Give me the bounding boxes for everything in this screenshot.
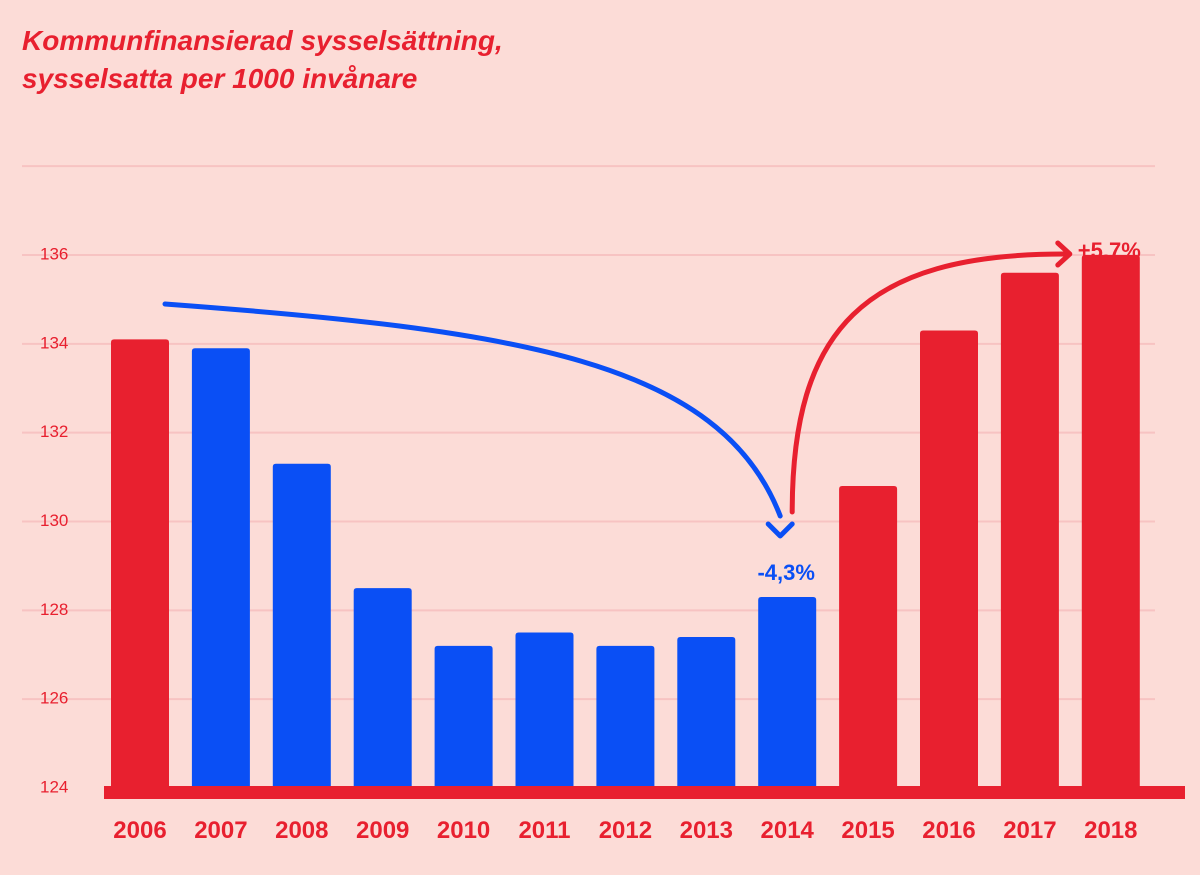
annotations: -4,3% +5,7% bbox=[162, 238, 1141, 585]
x-tick-label: 2012 bbox=[599, 817, 652, 844]
decline-arrowhead bbox=[765, 521, 795, 539]
x-tick-label: 2010 bbox=[437, 817, 490, 844]
x-tick-label: 2013 bbox=[680, 817, 733, 844]
growth-label: +5,7% bbox=[1078, 238, 1141, 263]
chart-title-line-2: sysselsatta per 1000 invånare bbox=[22, 63, 418, 94]
bar-2007 bbox=[191, 348, 250, 788]
x-tick-label: 2014 bbox=[761, 817, 815, 844]
y-tick-label: 136 bbox=[40, 244, 68, 263]
decline-arc bbox=[162, 301, 783, 519]
bar-2014 bbox=[758, 597, 817, 788]
x-tick-label: 2015 bbox=[841, 817, 894, 844]
x-tick-label: 2011 bbox=[518, 817, 570, 844]
bars bbox=[111, 255, 1140, 788]
bar-2010 bbox=[434, 645, 493, 788]
x-tick-label: 2009 bbox=[356, 817, 409, 844]
chart-title: Kommunfinansierad sysselsättning, syssel… bbox=[22, 22, 503, 98]
bar-2015 bbox=[839, 485, 898, 788]
x-tick-label: 2016 bbox=[922, 817, 975, 844]
bar-2012 bbox=[596, 645, 655, 788]
bar-2013 bbox=[677, 636, 736, 788]
growth-arrowhead bbox=[1055, 240, 1073, 268]
y-tick-label: 130 bbox=[40, 511, 68, 530]
y-tick-label: 126 bbox=[40, 689, 68, 708]
x-axis-ticks: 2006 2007 2008 2009 2010 2011 2012 2013 2014 2015… bbox=[113, 817, 1137, 844]
bar-2016 bbox=[920, 330, 978, 788]
y-tick-label: 132 bbox=[40, 422, 68, 441]
x-tick-label: 2007 bbox=[194, 817, 247, 844]
y-axis-ticks: 124 126 128 130 132 134 136 bbox=[40, 244, 68, 796]
decline-label: -4,3% bbox=[757, 560, 814, 585]
x-tick-label: 2006 bbox=[113, 817, 166, 844]
x-tick-label: 2017 bbox=[1003, 817, 1056, 844]
growth-arc bbox=[789, 251, 1067, 515]
bar-2006 bbox=[111, 339, 169, 788]
x-tick-label: 2018 bbox=[1084, 817, 1137, 844]
x-axis-baseline bbox=[104, 786, 1185, 799]
bar-2017 bbox=[1000, 272, 1059, 788]
bar-2008 bbox=[272, 463, 331, 788]
bar-2018 bbox=[1081, 255, 1140, 788]
y-tick-label: 134 bbox=[40, 333, 68, 352]
baseline-band bbox=[104, 786, 1185, 799]
y-tick-label: 128 bbox=[40, 600, 68, 619]
x-tick-label: 2008 bbox=[275, 817, 328, 844]
bar-2009 bbox=[353, 588, 412, 788]
bar-2011 bbox=[515, 632, 574, 788]
y-tick-label: 124 bbox=[40, 777, 68, 796]
chart-title-line-1: Kommunfinansierad sysselsättning, bbox=[22, 25, 503, 56]
